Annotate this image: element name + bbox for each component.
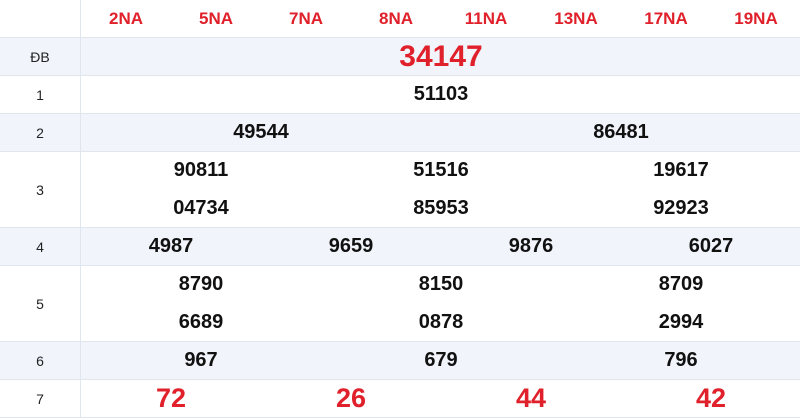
prize-number: 72: [155, 383, 187, 413]
corner-cell: [0, 0, 81, 38]
prize-number: 49544: [233, 121, 289, 143]
prize-row: 5 8790 6689 8150 0878 8709 2994: [0, 265, 800, 342]
header-code: 5NA: [198, 8, 233, 28]
prize-number: 04734: [173, 196, 229, 219]
prize-number: 42: [695, 383, 727, 413]
prize-label: 7: [0, 379, 81, 418]
prize-row: 3 90811 04734 51516 85953 19617 92923: [0, 151, 800, 228]
prize-number: 8790: [178, 273, 224, 296]
prize-row: 1 51103: [0, 75, 800, 114]
prize-number: 0878: [418, 310, 464, 333]
prize-number: 44: [515, 383, 547, 413]
prize-label: 6: [0, 341, 81, 380]
header-code: 7NA: [288, 8, 323, 28]
prize-label: 4: [0, 227, 81, 266]
prize-number: 26: [335, 383, 367, 413]
prize-row: 6 967 679 796: [0, 341, 800, 380]
prize-row: 2 49544 86481: [0, 113, 800, 152]
prize-number: 19617: [653, 159, 709, 182]
prize-number: 6027: [688, 235, 734, 257]
prize-number: 86481: [593, 121, 649, 143]
prize-label: 5: [0, 265, 81, 342]
prize-number: 9876: [508, 235, 554, 257]
header-code: 11NA: [464, 8, 508, 28]
header-code: 17NA: [644, 8, 688, 28]
prize-number: 4987: [148, 235, 194, 257]
prize-row: 7 72 26 44 42: [0, 379, 800, 418]
prize-number: 6689: [178, 310, 224, 333]
prize-label: 3: [0, 151, 81, 228]
prize-row: 4 4987 9659 9876 6027: [0, 227, 800, 266]
prize-number: 8709: [658, 273, 704, 296]
prize-number: 51516: [413, 159, 469, 182]
prize-number: 85953: [413, 196, 469, 219]
prize-number: 8150: [418, 273, 464, 296]
header-code: 2NA: [108, 8, 143, 28]
header-row: 2NA 5NA 7NA 8NA 11NA 13NA 17NA 19NA: [0, 0, 800, 38]
prize-number: 2994: [658, 310, 704, 333]
prize-number: 90811: [173, 159, 229, 182]
prize-number: 9659: [328, 235, 374, 257]
prize-label: 1: [0, 75, 81, 114]
prize-label: ĐB: [0, 37, 81, 76]
header-code: 19NA: [734, 8, 778, 28]
header-code: 8NA: [378, 8, 413, 28]
prize-row: ĐB 34147: [0, 37, 800, 76]
prize-number: 796: [664, 349, 698, 371]
prize-number: 34147: [399, 40, 483, 73]
prize-label: 2: [0, 113, 81, 152]
prize-number: 51103: [413, 83, 469, 105]
prize-number: 679: [424, 349, 458, 371]
prize-number: 92923: [653, 196, 709, 219]
prize-number: 967: [184, 349, 218, 371]
header-code: 13NA: [554, 8, 598, 28]
